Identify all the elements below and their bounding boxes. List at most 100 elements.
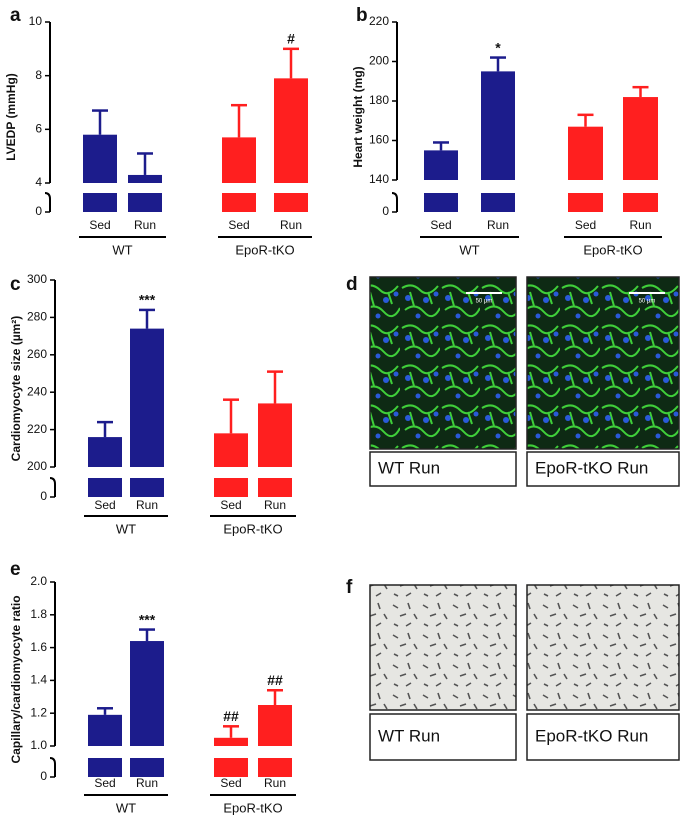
bar xyxy=(258,403,292,467)
bar-lower xyxy=(481,193,515,212)
x-tick-label: Sed xyxy=(94,498,115,512)
y-tick-label: 220 xyxy=(369,14,389,28)
panel-letter: c xyxy=(10,274,21,295)
y-axis-label: Heart weight (mg) xyxy=(351,66,365,167)
y-tick-label: 200 xyxy=(27,459,47,473)
bar-lower xyxy=(222,193,256,212)
bar-lower xyxy=(130,478,164,497)
micrograph xyxy=(369,276,517,450)
x-tick-label: Sed xyxy=(575,218,596,232)
group-label: WT xyxy=(459,242,479,257)
group-label: EpoR-tKO xyxy=(235,242,294,257)
y-tick-label: 8 xyxy=(35,68,42,82)
group-label: EpoR-tKO xyxy=(223,521,282,536)
y-tick-label: 1.4 xyxy=(30,673,47,687)
caption-box xyxy=(526,713,680,761)
y-tick-label: 6 xyxy=(35,122,42,136)
x-tick-label: Run xyxy=(280,218,302,232)
x-tick-label: Sed xyxy=(228,218,249,232)
bar xyxy=(274,78,308,183)
y-tick-label: 1.0 xyxy=(30,738,47,752)
bar xyxy=(130,641,164,746)
bar xyxy=(258,705,292,746)
y-tick-label: 240 xyxy=(27,384,47,398)
y-tick-label: 260 xyxy=(27,347,47,361)
axis-break xyxy=(49,757,56,765)
caption: EpoR-tKO Run xyxy=(535,458,648,477)
y-tick-label: 200 xyxy=(369,54,389,68)
y-tick-label: 10 xyxy=(29,14,43,28)
bar xyxy=(88,714,122,746)
bar-lower xyxy=(568,193,603,212)
x-tick-label: Sed xyxy=(94,776,115,790)
y-tick-label: 0 xyxy=(40,769,47,783)
significance: # xyxy=(287,31,295,47)
x-tick-label: Sed xyxy=(430,218,451,232)
x-tick-label: Run xyxy=(629,218,651,232)
x-tick-label: Run xyxy=(264,498,286,512)
y-tick-label: 4 xyxy=(35,175,42,189)
y-axis-label: Cardiomyocyte size (µm²) xyxy=(9,316,23,462)
bar xyxy=(623,97,658,180)
y-tick-label: 160 xyxy=(369,133,389,147)
bar-lower xyxy=(424,193,458,212)
group-label: WT xyxy=(112,242,132,257)
y-tick-label: 300 xyxy=(27,272,47,286)
caption: WT Run xyxy=(378,458,440,477)
bar-lower xyxy=(130,758,164,777)
bar xyxy=(222,137,256,183)
micrograph xyxy=(369,584,517,711)
significance: ## xyxy=(267,672,283,688)
bar xyxy=(214,433,248,467)
y-tick-label: 0 xyxy=(35,204,42,218)
bar-lower xyxy=(128,193,162,212)
group-label: WT xyxy=(116,521,136,536)
scale-bar-label: 50 µm xyxy=(476,299,493,305)
bar-lower xyxy=(258,478,292,497)
y-tick-label: 1.2 xyxy=(30,705,47,719)
y-tick-label: 220 xyxy=(27,422,47,436)
x-tick-label: Sed xyxy=(89,218,110,232)
x-tick-label: Run xyxy=(487,218,509,232)
bar-lower xyxy=(274,193,308,212)
bar xyxy=(214,737,248,746)
y-tick-label: 0 xyxy=(382,204,389,218)
caption-box xyxy=(369,451,517,487)
group-label: WT xyxy=(116,800,136,815)
bar-lower xyxy=(88,478,122,497)
scale-bar-label: 50 µm xyxy=(639,299,656,305)
caption-box xyxy=(526,451,680,487)
axis-break xyxy=(391,192,398,200)
caption: EpoR-tKO Run xyxy=(535,726,648,745)
x-tick-label: Run xyxy=(134,218,156,232)
panel-letter: d xyxy=(346,274,358,295)
y-tick-label: 1.8 xyxy=(30,607,47,621)
y-axis-label: LVEDP (mmHg) xyxy=(4,73,18,161)
bar xyxy=(481,71,515,180)
panel-letter: a xyxy=(10,5,21,26)
bar-lower xyxy=(214,758,248,777)
y-tick-label: 280 xyxy=(27,310,47,324)
x-tick-label: Sed xyxy=(220,776,241,790)
y-tick-label: 0 xyxy=(40,489,47,503)
significance: *** xyxy=(139,292,156,308)
axis-break xyxy=(44,192,51,200)
panel-letter: b xyxy=(356,5,368,26)
x-tick-label: Run xyxy=(136,498,158,512)
bar xyxy=(568,126,603,180)
significance: ## xyxy=(223,708,239,724)
x-tick-label: Run xyxy=(264,776,286,790)
bar-lower xyxy=(623,193,658,212)
micrograph xyxy=(526,276,680,450)
panel-letter: f xyxy=(346,577,353,598)
group-label: EpoR-tKO xyxy=(583,242,642,257)
bar-lower xyxy=(214,478,248,497)
y-tick-label: 180 xyxy=(369,93,389,107)
group-label: EpoR-tKO xyxy=(223,800,282,815)
bar-lower xyxy=(83,193,117,212)
y-axis-label: Capillary/cardiomyocyte ratio xyxy=(9,595,23,763)
x-tick-label: Run xyxy=(136,776,158,790)
bar xyxy=(88,437,122,467)
micrograph xyxy=(526,584,680,711)
